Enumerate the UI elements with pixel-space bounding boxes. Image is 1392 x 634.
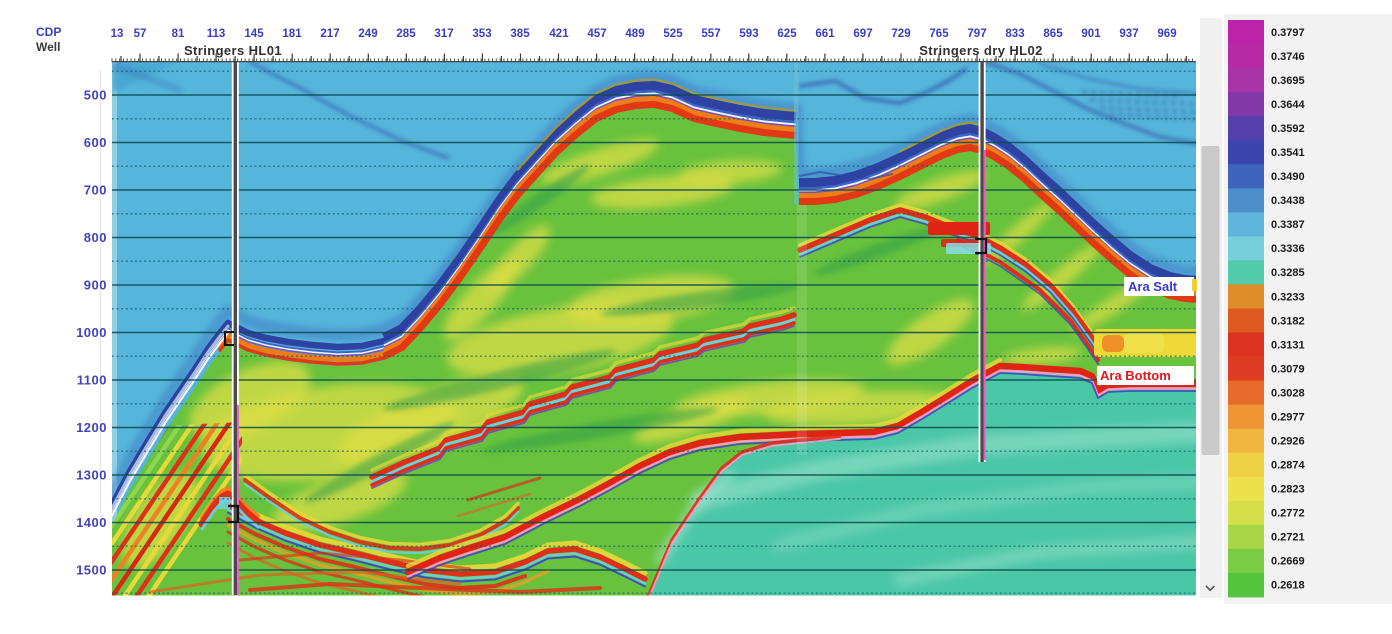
svg-text:0.3285: 0.3285 bbox=[1271, 267, 1305, 279]
svg-text:0.3336: 0.3336 bbox=[1271, 243, 1305, 255]
svg-text:0.3490: 0.3490 bbox=[1271, 171, 1305, 183]
svg-text:385: 385 bbox=[510, 28, 530, 40]
svg-text:0.3644: 0.3644 bbox=[1271, 99, 1306, 111]
svg-text:1500: 1500 bbox=[76, 563, 107, 578]
svg-text:729: 729 bbox=[891, 28, 910, 40]
svg-text:457: 457 bbox=[587, 28, 606, 40]
svg-text:1000: 1000 bbox=[76, 325, 107, 340]
svg-text:0.2823: 0.2823 bbox=[1271, 484, 1305, 496]
svg-text:1200: 1200 bbox=[76, 420, 107, 435]
svg-text:0.3695: 0.3695 bbox=[1271, 75, 1305, 87]
svg-text:0.3438: 0.3438 bbox=[1271, 195, 1305, 207]
svg-text:0.3079: 0.3079 bbox=[1271, 363, 1305, 375]
svg-text:1400: 1400 bbox=[76, 515, 107, 530]
svg-text:0.3592: 0.3592 bbox=[1271, 123, 1305, 135]
svg-text:0.3233: 0.3233 bbox=[1271, 291, 1305, 303]
svg-text:0.3541: 0.3541 bbox=[1271, 147, 1305, 159]
svg-text:0.2926: 0.2926 bbox=[1271, 436, 1305, 448]
svg-text:0.3387: 0.3387 bbox=[1271, 219, 1305, 231]
svg-text:700: 700 bbox=[84, 183, 107, 198]
svg-text:Ara Bottom: Ara Bottom bbox=[1100, 368, 1171, 383]
svg-text:0.3131: 0.3131 bbox=[1271, 339, 1305, 351]
svg-text:81: 81 bbox=[172, 28, 185, 40]
svg-text:113: 113 bbox=[207, 28, 226, 40]
svg-text:0.2669: 0.2669 bbox=[1271, 556, 1305, 568]
svg-text:489: 489 bbox=[625, 28, 644, 40]
svg-text:0.3028: 0.3028 bbox=[1271, 387, 1305, 399]
svg-text:421: 421 bbox=[549, 28, 569, 40]
svg-text:13: 13 bbox=[111, 28, 124, 40]
svg-text:625: 625 bbox=[777, 28, 797, 40]
svg-text:765: 765 bbox=[929, 28, 949, 40]
svg-text:0.2721: 0.2721 bbox=[1271, 532, 1305, 544]
svg-text:969: 969 bbox=[1157, 28, 1176, 40]
svg-text:Stringers HL01: Stringers HL01 bbox=[184, 43, 282, 58]
svg-text:0.3797: 0.3797 bbox=[1271, 27, 1305, 39]
svg-text:900: 900 bbox=[84, 278, 107, 293]
svg-text:CDP: CDP bbox=[36, 25, 61, 39]
svg-text:Ara Salt: Ara Salt bbox=[1128, 279, 1178, 294]
svg-text:797: 797 bbox=[967, 28, 986, 40]
svg-text:353: 353 bbox=[472, 28, 491, 40]
svg-text:800: 800 bbox=[84, 230, 107, 245]
svg-text:57: 57 bbox=[134, 28, 147, 40]
svg-text:249: 249 bbox=[358, 28, 377, 40]
svg-text:Stringers dry HL02: Stringers dry HL02 bbox=[919, 43, 1043, 58]
svg-text:833: 833 bbox=[1005, 28, 1024, 40]
svg-text:217: 217 bbox=[320, 28, 339, 40]
svg-text:0.2977: 0.2977 bbox=[1271, 412, 1305, 424]
svg-text:901: 901 bbox=[1081, 28, 1101, 40]
svg-text:500: 500 bbox=[84, 88, 107, 103]
svg-text:937: 937 bbox=[1119, 28, 1138, 40]
svg-text:Well: Well bbox=[36, 40, 60, 54]
svg-text:697: 697 bbox=[853, 28, 872, 40]
svg-text:0.3182: 0.3182 bbox=[1271, 315, 1305, 327]
svg-text:0.2618: 0.2618 bbox=[1271, 580, 1305, 592]
svg-text:0.2772: 0.2772 bbox=[1271, 508, 1305, 520]
svg-text:285: 285 bbox=[396, 28, 416, 40]
svg-text:1300: 1300 bbox=[76, 468, 107, 483]
svg-text:0.2874: 0.2874 bbox=[1271, 460, 1306, 472]
svg-text:593: 593 bbox=[739, 28, 758, 40]
svg-text:525: 525 bbox=[663, 28, 683, 40]
svg-text:557: 557 bbox=[701, 28, 720, 40]
svg-text:1100: 1100 bbox=[77, 373, 107, 388]
svg-text:600: 600 bbox=[84, 135, 107, 150]
svg-text:661: 661 bbox=[815, 28, 835, 40]
svg-text:317: 317 bbox=[434, 28, 453, 40]
svg-text:865: 865 bbox=[1043, 28, 1063, 40]
svg-text:0.3746: 0.3746 bbox=[1271, 51, 1305, 63]
svg-text:145: 145 bbox=[244, 28, 264, 40]
svg-text:181: 181 bbox=[282, 28, 302, 40]
